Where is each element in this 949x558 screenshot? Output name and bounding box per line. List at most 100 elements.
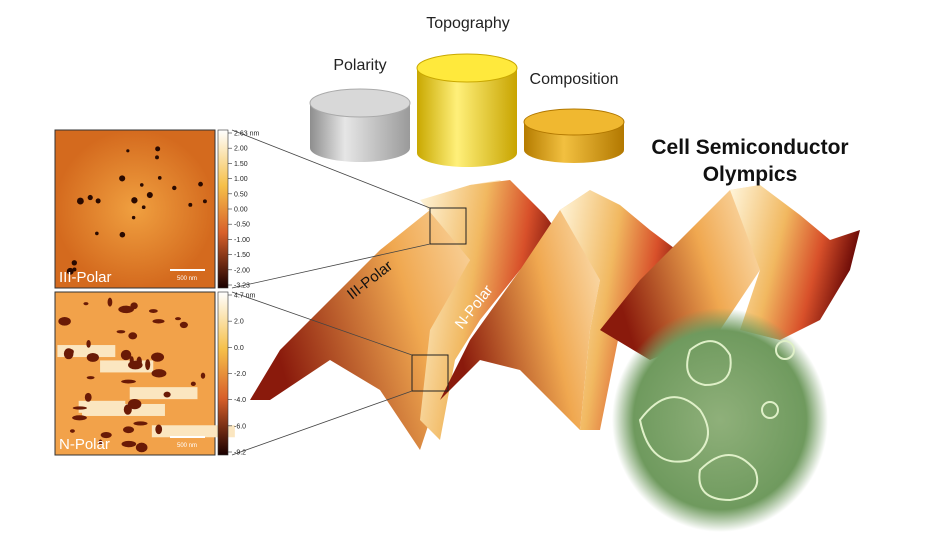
pit bbox=[131, 215, 136, 220]
pit bbox=[139, 183, 144, 187]
pit bbox=[123, 426, 135, 434]
panel-label: N-Polar bbox=[59, 436, 110, 453]
bright-band bbox=[151, 425, 235, 438]
pit bbox=[128, 332, 138, 340]
pit bbox=[179, 321, 188, 329]
pit bbox=[86, 352, 99, 362]
pit bbox=[107, 297, 113, 307]
connector bbox=[231, 243, 431, 289]
pit bbox=[86, 376, 95, 380]
scale-bar-label: 500 nm bbox=[177, 276, 197, 282]
pit bbox=[151, 352, 165, 362]
podium-label: Topography bbox=[426, 15, 510, 32]
bright-band bbox=[82, 403, 165, 416]
colorbar-label: 2.63 nm bbox=[234, 131, 259, 138]
pit bbox=[190, 381, 196, 386]
cell bbox=[698, 454, 759, 502]
pit bbox=[66, 267, 74, 275]
podium: Topography Polarity Composition bbox=[309, 15, 625, 167]
cylinder-yellow-top bbox=[416, 53, 518, 83]
colorbar bbox=[217, 129, 229, 289]
pit bbox=[155, 424, 163, 435]
pit bbox=[175, 317, 181, 321]
pit bbox=[188, 202, 193, 207]
cylinder-orange-top bbox=[523, 108, 625, 136]
ridge bbox=[440, 190, 620, 430]
pit bbox=[141, 205, 146, 210]
pit bbox=[145, 359, 151, 371]
colorbar-label: -2.0 bbox=[234, 371, 246, 378]
pit bbox=[148, 309, 158, 313]
pit bbox=[200, 372, 206, 379]
pit bbox=[69, 429, 75, 433]
pit bbox=[157, 176, 162, 180]
pit bbox=[155, 155, 159, 160]
connector bbox=[231, 291, 413, 356]
colorbar-label: 1.50 bbox=[234, 161, 248, 168]
podium-label: Polarity bbox=[333, 57, 386, 74]
cell-disc bbox=[612, 308, 828, 532]
colorbar-label: -3.23 bbox=[234, 283, 250, 290]
cell bbox=[638, 396, 709, 463]
ridge bbox=[420, 180, 560, 440]
cell bbox=[775, 340, 795, 360]
colorbar-label: 2.0 bbox=[234, 319, 244, 326]
pit bbox=[118, 305, 134, 314]
pit bbox=[151, 369, 167, 378]
pit bbox=[71, 260, 77, 266]
pit bbox=[100, 431, 112, 439]
pit bbox=[119, 175, 126, 182]
pit bbox=[95, 231, 99, 236]
colorbar-label: 2.00 bbox=[234, 146, 248, 153]
connector bbox=[231, 129, 431, 209]
cell bbox=[761, 401, 779, 419]
title: Cell Semiconductor bbox=[651, 136, 848, 159]
pit bbox=[58, 317, 71, 326]
bright-band bbox=[129, 387, 198, 400]
podium-label: Composition bbox=[530, 71, 619, 88]
colorbar-label: 0.00 bbox=[234, 207, 248, 214]
pit bbox=[87, 194, 93, 201]
colorbar-label: 0.0 bbox=[234, 345, 244, 352]
pit bbox=[133, 421, 148, 426]
cylinder-gray-top bbox=[309, 88, 411, 118]
pit bbox=[119, 231, 126, 238]
pit bbox=[84, 392, 92, 402]
colorbar-label: 4.7 nm bbox=[234, 293, 256, 300]
pit bbox=[76, 197, 84, 205]
pit bbox=[98, 439, 103, 446]
colorbar-label: -1.50 bbox=[234, 252, 250, 259]
pit bbox=[116, 330, 126, 334]
title: Olympics bbox=[703, 163, 798, 186]
cylinder-gray bbox=[310, 103, 410, 162]
pit bbox=[72, 415, 87, 421]
scale-bar-label: 500 nm bbox=[177, 443, 197, 449]
pit bbox=[83, 302, 89, 306]
ridge bbox=[600, 185, 780, 360]
pit bbox=[172, 185, 177, 191]
cell-image bbox=[612, 308, 828, 532]
pit bbox=[120, 349, 132, 361]
pit bbox=[126, 149, 130, 153]
colorbar-label: 0.50 bbox=[234, 191, 248, 198]
pit bbox=[163, 391, 171, 398]
colorbar-label: 1.00 bbox=[234, 176, 248, 183]
pit bbox=[72, 267, 77, 272]
pit bbox=[127, 398, 142, 410]
colorbar-label: -4.0 bbox=[234, 397, 246, 404]
pit bbox=[146, 192, 153, 199]
colorbar bbox=[217, 291, 229, 456]
pit bbox=[155, 146, 161, 152]
cell bbox=[686, 340, 732, 387]
colorbar-label: -6.0 bbox=[234, 423, 246, 430]
colorbar-label: -9.2 bbox=[234, 450, 246, 457]
pit bbox=[86, 340, 91, 348]
pit bbox=[135, 442, 148, 453]
connector bbox=[231, 390, 413, 456]
zoom-box bbox=[429, 207, 467, 245]
pit bbox=[131, 197, 138, 204]
pit bbox=[63, 348, 74, 360]
pit bbox=[121, 379, 136, 384]
panel-label: III-Polar bbox=[59, 269, 112, 286]
pit bbox=[202, 199, 207, 204]
